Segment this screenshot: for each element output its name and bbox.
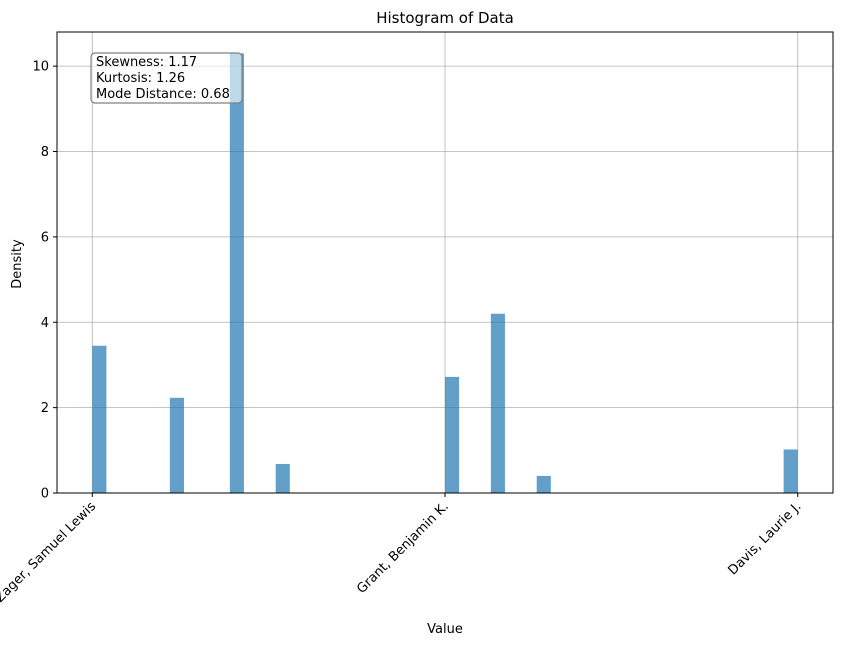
y-tick-label: 8 [41,145,49,160]
y-tick-label: 6 [41,230,49,245]
y-tick-label: 4 [41,316,49,331]
histogram-bars [92,53,798,494]
histogram-bar-1 [92,345,107,493]
x-tick-label: Zager, Samuel Lewis [0,499,99,606]
chart-title: Histogram of Data [376,9,514,27]
y-tick-label: 10 [32,60,49,75]
y-tick-label: 0 [41,487,49,502]
y-tick-label: 2 [41,401,49,416]
y-axis-label: Density [10,239,25,289]
annotation-kurtosis: Kurtosis: 1.26 [96,71,185,86]
histogram-bar-7 [536,475,551,493]
annotation-skewness: Skewness: 1.17 [96,55,197,70]
annotation-mode-distance: Mode Distance: 0.68 [96,87,230,102]
histogram-bar-2 [169,397,184,493]
histogram-bar-8 [783,449,798,493]
x-axis-label: Value [427,622,463,637]
stats-annotation: Skewness: 1.17 Kurtosis: 1.26 Mode Dista… [90,52,243,104]
x-tick-label: Grant, Benjamin K. [354,499,452,597]
histogram-bar-4 [275,463,290,493]
histogram-bar-3 [229,53,244,494]
axis-ticks: 0 2 4 6 8 10 Zager, Samuel Lewis Grant, Benjami… [0,60,805,606]
histogram-bar-6 [490,313,505,493]
histogram-bar-5 [445,376,460,493]
x-tick-label: Davis, Laurie J. [725,499,804,578]
annotation-frame [90,52,243,104]
